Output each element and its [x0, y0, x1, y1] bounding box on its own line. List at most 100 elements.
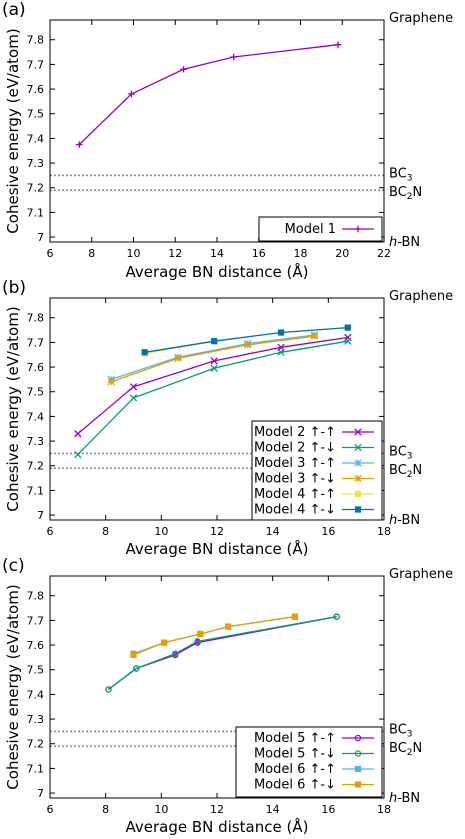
- legend-marker: [354, 474, 362, 483]
- x-axis-label: Average BN distance (Å): [126, 539, 309, 558]
- legend-marker: [354, 765, 362, 773]
- reference-label: Graphene: [389, 567, 453, 582]
- y-tick-label: 7.4: [27, 132, 45, 145]
- y-tick-label: 7.5: [27, 664, 45, 677]
- x-tick-label: 16: [321, 803, 335, 816]
- data-point: [128, 90, 135, 98]
- y-axis-label: Cohesive energy (eV/atom): [4, 28, 22, 233]
- legend: Model 5 ↑-↑Model 5 ↑-↓Model 6 ↑-↑Model 6…: [235, 726, 383, 798]
- y-tick-label: 7.8: [27, 312, 45, 325]
- data-point: [174, 354, 182, 363]
- x-tick-label: 6: [47, 247, 54, 260]
- legend-marker: [354, 490, 362, 498]
- legend-label: Model 3 ↑-↑: [254, 456, 336, 471]
- x-axis-label: Average BN distance (Å): [126, 262, 309, 281]
- series-2: [105, 613, 340, 693]
- x-tick-label: 12: [210, 803, 224, 816]
- legend-label: Model 5 ↑-↑: [254, 731, 336, 746]
- reference-label: Graphene: [389, 11, 453, 26]
- y-tick-label: 7.2: [27, 182, 45, 195]
- legend-marker: [354, 750, 362, 757]
- y-tick-label: 7.5: [27, 386, 45, 399]
- x-axis-label: Average BN distance (Å): [126, 817, 309, 836]
- y-tick-label: 7.3: [27, 435, 45, 448]
- chart-panel-3: 7 7.1 7.2 7.3 7.4 7.5 7.6 7.7 7.8 6 8 10 12 14 16 18 (c)…: [2, 556, 453, 836]
- y-tick-label: 7.7: [27, 336, 45, 349]
- series-1: [76, 41, 342, 148]
- series-line: [110, 334, 315, 381]
- data-point: [180, 66, 187, 73]
- y-tick-label: 7.2: [27, 738, 45, 751]
- data-point: [197, 630, 204, 638]
- data-point: [172, 650, 179, 657]
- legend-label: Model 4 ↑-↓: [254, 503, 336, 518]
- data-point: [194, 638, 201, 645]
- x-tick-label: 14: [266, 525, 280, 538]
- y-tick-label: 7.8: [27, 590, 45, 603]
- reference-label: h-BN: [389, 235, 420, 250]
- y-tick-label: 7.7: [27, 614, 45, 627]
- series-line: [78, 44, 339, 146]
- data-point: [141, 349, 148, 356]
- data-point: [107, 378, 115, 386]
- data-point: [310, 332, 319, 340]
- chart-panel-2: 7 7.1 7.2 7.3 7.4 7.5 7.6 7.7 7.8 6 8 10 12 14 16 18 (b)…: [2, 278, 453, 558]
- x-tick-label: 16: [321, 525, 335, 538]
- panel-label: (c): [2, 556, 25, 576]
- y-tick-label: 7.6: [27, 361, 45, 374]
- x-tick-label: 10: [127, 247, 141, 260]
- data-point: [344, 324, 351, 331]
- series-line: [108, 616, 337, 691]
- data-point: [130, 651, 137, 659]
- series-line: [133, 616, 295, 656]
- data-point: [277, 329, 285, 336]
- y-tick-label: 7.7: [27, 58, 45, 71]
- series-line: [144, 326, 348, 353]
- series-4: [107, 332, 319, 386]
- x-tick-label: 8: [102, 803, 109, 816]
- legend: Model 2 ↑-↑Model 2 ↑-↓Model 3 ↑-↑Model 3…: [251, 420, 383, 521]
- x-tick-label: 12: [168, 247, 182, 260]
- legend-box: [258, 216, 383, 242]
- reference-label: BC2N: [389, 463, 422, 480]
- y-tick-label: 7.2: [27, 460, 45, 473]
- data-point: [129, 383, 138, 391]
- data-point: [334, 41, 342, 48]
- reference-label: BC2N: [389, 741, 422, 758]
- panel-label: (b): [2, 278, 26, 298]
- y-tick-label: 7.5: [27, 108, 45, 121]
- legend-label: Model 1: [285, 222, 336, 237]
- series-2: [74, 337, 352, 459]
- reference-label: BC3: [389, 444, 413, 461]
- y-tick-label: 7: [37, 231, 44, 244]
- legend-marker: [354, 225, 362, 233]
- x-tick-label: 8: [102, 525, 109, 538]
- x-tick-label: 18: [294, 247, 308, 260]
- x-tick-label: 6: [47, 803, 54, 816]
- y-tick-label: 7.8: [27, 34, 45, 47]
- chart-panel-1: 7 7.1 7.2 7.3 7.4 7.5 7.6 7.7 7.8 6 8 10 12 14 16 18 20 2…: [2, 0, 453, 281]
- y-tick-label: 7.1: [27, 484, 45, 497]
- data-point: [291, 613, 299, 620]
- y-tick-label: 7.1: [27, 206, 45, 219]
- x-tick-label: 20: [335, 247, 349, 260]
- data-point: [76, 141, 83, 148]
- legend-marker: [354, 734, 362, 742]
- data-point: [133, 665, 140, 672]
- reference-label: BC2N: [389, 185, 422, 202]
- data-point: [243, 341, 252, 349]
- y-tick-label: 7.6: [27, 83, 45, 96]
- legend: Model 1: [258, 216, 383, 242]
- series-4: [130, 613, 299, 659]
- legend-marker: [354, 781, 362, 788]
- data-point: [74, 450, 82, 459]
- legend-marker: [354, 459, 362, 467]
- reference-label: h-BN: [389, 513, 420, 528]
- panel-label: (a): [2, 0, 26, 20]
- data-point: [225, 623, 232, 630]
- x-tick-label: 10: [154, 525, 168, 538]
- plot-frame: [49, 19, 385, 243]
- legend-label: Model 6 ↑-↓: [254, 778, 336, 793]
- data-point: [333, 613, 340, 620]
